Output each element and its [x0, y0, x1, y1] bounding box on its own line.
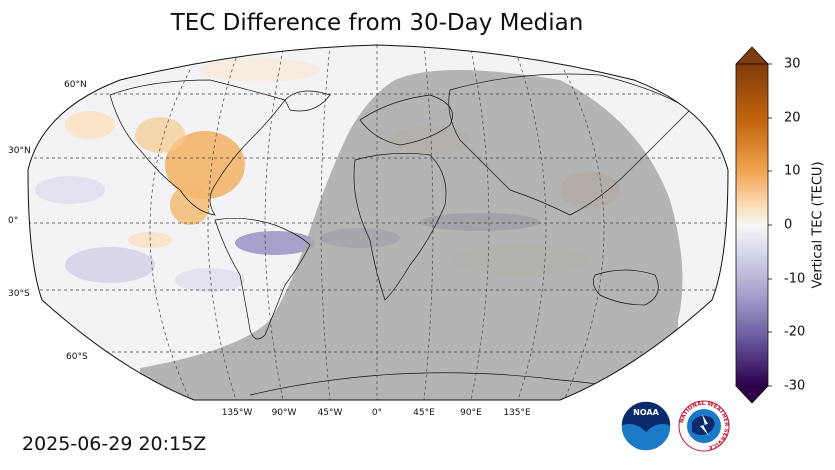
colorbar-tick-30: 30 — [784, 56, 801, 72]
map-title: TEC Difference from 30-Day Median — [170, 10, 584, 36]
night-shading — [140, 70, 683, 400]
colorbar-gradient — [735, 63, 769, 387]
agency-logos: NOAA NATIONAL WEATHER SERVICE — [620, 400, 730, 452]
colorbar-tick-neg10: -10 — [784, 271, 806, 287]
lon-label-90e: 90°E — [460, 408, 482, 418]
lon-label-90w: 90°W — [271, 408, 297, 418]
negative-anomaly-south-america — [235, 231, 315, 255]
lat-label-60s: 60°S — [66, 352, 88, 362]
timestamp: 2025-06-29 20:15Z — [22, 433, 207, 455]
colorbar-max-extend — [735, 46, 769, 65]
noaa-logo-text: NOAA — [633, 408, 659, 417]
negative-anomaly-east-pacific — [35, 176, 105, 204]
lon-label-0: 0° — [371, 408, 383, 418]
negative-anomaly-south-pacific — [65, 247, 155, 283]
positive-anomaly-gulf — [170, 185, 210, 225]
colorbar-tick-neg30: -30 — [784, 378, 806, 394]
positive-anomaly-north-america — [165, 131, 245, 199]
negative-anomaly-south-atlantic — [175, 268, 245, 292]
colorbar-tick-20: 20 — [784, 110, 801, 126]
lon-label-135w: 135°W — [221, 408, 253, 418]
lat-label-0: 0° — [8, 216, 19, 226]
lat-label-30s: 30°S — [8, 289, 30, 299]
nws-logo: NATIONAL WEATHER SERVICE — [678, 400, 730, 452]
lon-label-135e: 135°E — [503, 408, 531, 418]
colorbar-label: Vertical TEC (TECU) — [810, 161, 826, 289]
lat-label-30n: 30°N — [8, 146, 31, 156]
lon-label-45w: 45°W — [317, 408, 343, 418]
colorbar-tick-neg20: -20 — [784, 324, 806, 340]
colorbar-tick-10: 10 — [784, 163, 801, 179]
colorbar-tick-0: 0 — [784, 217, 793, 233]
globe-border — [27, 44, 729, 401]
positive-anomaly-pacific — [135, 117, 185, 153]
colorbar-min-extend — [735, 385, 769, 404]
lon-label-45e: 45°E — [413, 408, 435, 418]
noaa-logo: NOAA — [620, 400, 672, 452]
positive-anomaly-north-pacific — [65, 111, 115, 139]
lat-label-60n: 60°N — [64, 80, 87, 90]
graticule — [28, 45, 728, 400]
